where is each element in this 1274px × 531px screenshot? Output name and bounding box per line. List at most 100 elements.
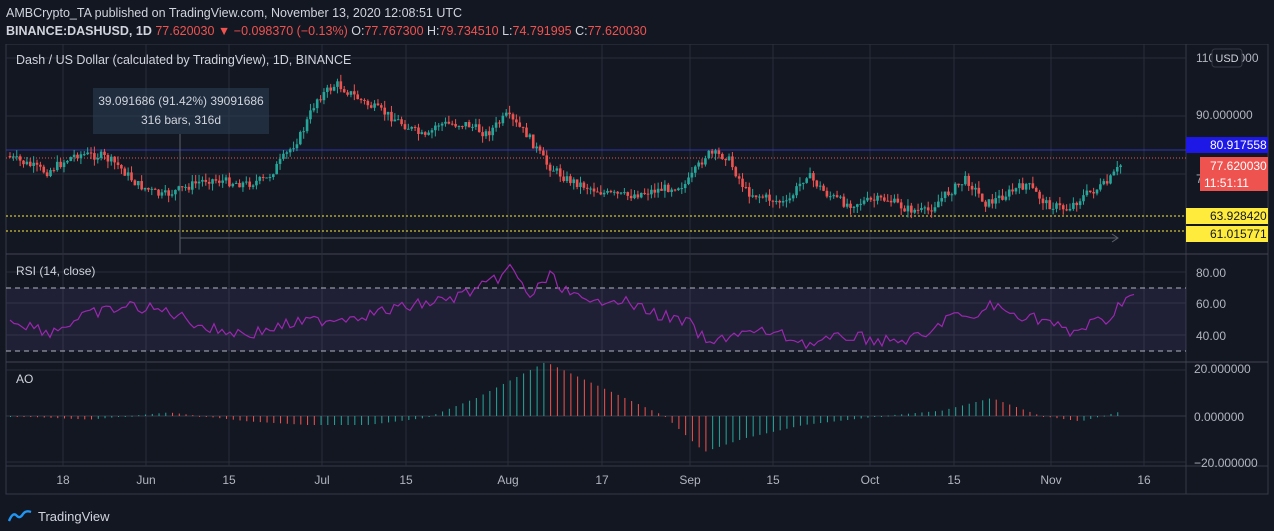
ao-bar	[617, 394, 619, 416]
candle-body	[167, 190, 170, 196]
candle-body	[255, 180, 258, 186]
ao-bar	[948, 408, 950, 416]
candle-body	[535, 146, 538, 149]
candle-body	[1007, 189, 1011, 197]
time-label-9: Oct	[861, 473, 880, 487]
candle-body	[299, 132, 302, 145]
candle-body	[950, 194, 954, 196]
candle-body	[839, 196, 842, 198]
candle-body	[592, 188, 596, 192]
ao-bar	[205, 416, 207, 417]
candle-body	[542, 150, 545, 156]
candle-body	[494, 122, 498, 128]
ao-bar	[84, 416, 86, 420]
ao-bar	[732, 416, 734, 443]
candle-body	[319, 99, 322, 101]
support-label-2	[1186, 226, 1268, 242]
candle-body	[25, 161, 29, 165]
candle-body	[845, 203, 849, 207]
candle-body	[467, 122, 471, 128]
candle-body	[498, 122, 501, 124]
candle-body	[15, 156, 19, 158]
candlestick-series[interactable]	[8, 74, 1122, 219]
rsi-line[interactable]	[9, 263, 1135, 350]
candle-body	[1095, 189, 1099, 194]
candle-body	[211, 179, 214, 184]
candle-body	[1061, 205, 1065, 210]
candle-body	[201, 179, 204, 182]
ao-bar	[941, 410, 943, 416]
candle-body	[991, 199, 994, 204]
candle-body	[910, 205, 913, 213]
candle-body	[609, 190, 613, 193]
candle-body	[1031, 183, 1035, 188]
ao-bar	[894, 414, 896, 416]
candle-body	[1034, 187, 1038, 192]
ao-bar	[16, 416, 18, 417]
candle-body	[238, 182, 241, 188]
candle-body	[569, 176, 572, 184]
candle-body	[380, 105, 383, 108]
candle-body	[474, 124, 478, 127]
candle-body	[1051, 208, 1055, 210]
ao-bar	[928, 411, 930, 416]
candle-body	[636, 194, 640, 198]
candle-body	[113, 156, 116, 163]
time-axis[interactable]: 18 Jun 15 Jul 15 Aug 17 Sep 15 Oct 15 Nov 16	[56, 473, 1151, 487]
ao-bar	[880, 416, 882, 417]
candle-body	[336, 81, 339, 87]
candle-body	[484, 131, 488, 137]
ao-bar	[705, 416, 707, 452]
ao-bar	[1056, 416, 1058, 419]
ao-bar	[70, 416, 72, 419]
ao-bar	[995, 399, 997, 416]
ao-bar	[293, 416, 295, 425]
candle-body	[768, 194, 771, 201]
candle-body	[373, 103, 376, 108]
candle-body	[734, 167, 738, 177]
ao-bar	[826, 416, 828, 423]
candle-body	[204, 179, 208, 182]
ao-bar	[604, 388, 606, 416]
currency-button-label: USD	[1215, 53, 1238, 65]
ao-bar	[914, 413, 916, 416]
ao-bar	[813, 416, 815, 424]
high-label: H:	[427, 24, 440, 38]
ao-bar	[887, 415, 889, 417]
candle-body	[650, 189, 653, 195]
candle-body	[245, 181, 248, 183]
candle-body	[623, 192, 626, 194]
candle-body	[1011, 189, 1014, 192]
candle-body	[687, 177, 690, 185]
candle-body	[214, 179, 218, 181]
candle-body	[1115, 167, 1119, 172]
close-price-text: 77.620030	[1210, 159, 1267, 173]
candle-body	[130, 172, 133, 181]
ao-histogram[interactable]	[10, 362, 1119, 452]
ao-bar	[185, 414, 187, 416]
candle-body	[89, 152, 93, 154]
currency-button[interactable]	[1211, 48, 1243, 68]
candle-body	[1001, 195, 1004, 200]
chart-canvas[interactable]: 39.091686 (91.42%) 39091686 316 bars, 31…	[0, 44, 1274, 500]
ao-bar	[340, 416, 342, 425]
ao-bar	[394, 416, 396, 422]
ao-bar	[786, 416, 788, 429]
candle-body	[825, 190, 829, 197]
candle-body	[170, 194, 174, 196]
candle-body	[356, 94, 360, 100]
ao-bar	[10, 416, 11, 417]
candle-body	[778, 200, 781, 203]
candle-body	[781, 201, 785, 203]
ao-bar	[1069, 416, 1071, 420]
candle-body	[471, 126, 474, 128]
candle-body	[160, 192, 164, 196]
measure-box[interactable]	[93, 88, 269, 134]
candle-body	[261, 176, 265, 178]
candle-body	[76, 154, 79, 159]
main-pane-title: Dash / US Dollar (calculated by TradingV…	[16, 53, 351, 67]
ao-bar	[833, 416, 835, 422]
time-label-12: 16	[1137, 473, 1151, 487]
candle-body	[970, 185, 974, 190]
candle-body	[602, 192, 606, 195]
